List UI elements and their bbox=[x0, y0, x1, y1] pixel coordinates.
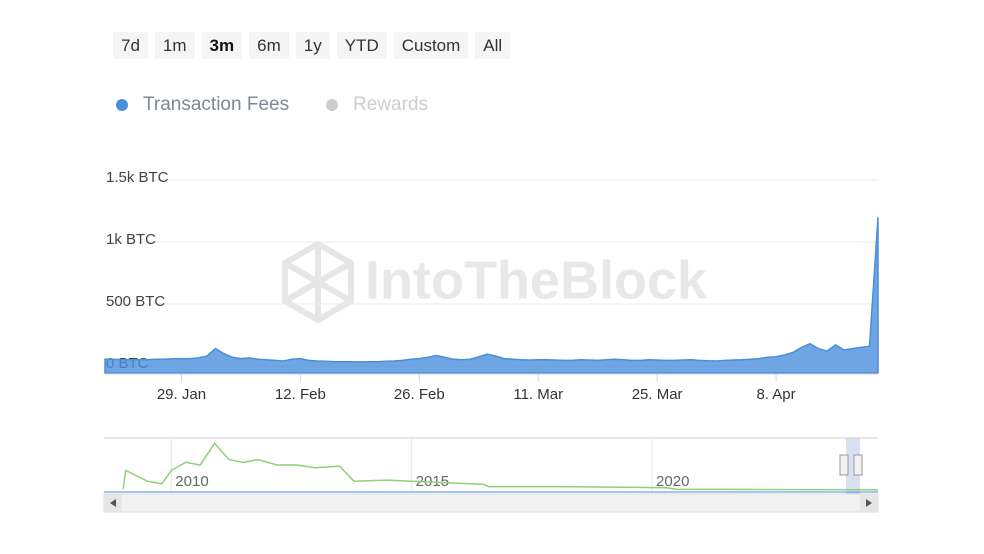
x-tick-label: 25. Mar bbox=[632, 386, 683, 403]
scroll-left-arrow bbox=[110, 499, 116, 507]
watermark bbox=[282, 240, 354, 324]
navigator-tick-label: 2020 bbox=[656, 473, 689, 490]
x-tick-label: 12. Feb bbox=[275, 386, 326, 403]
y-tick-label: 500 BTC bbox=[106, 293, 165, 310]
range-button[interactable]: 1m bbox=[154, 32, 195, 59]
range-button[interactable]: Custom bbox=[393, 32, 469, 59]
range-button[interactable]: 7d bbox=[113, 32, 148, 59]
range-selector: 7d 1m 3m 6m 1y YTD Custom All bbox=[113, 32, 511, 59]
navigator-tick-label: 2010 bbox=[175, 473, 208, 490]
x-tick-label: 8. Apr bbox=[756, 386, 795, 403]
x-tick-label: 11. Mar bbox=[513, 386, 563, 403]
navigator-mask bbox=[846, 438, 860, 494]
navigator-handle[interactable] bbox=[839, 454, 849, 476]
legend-marker bbox=[326, 99, 338, 111]
navigator-line bbox=[122, 442, 879, 491]
y-tick-label: 1k BTC bbox=[106, 231, 156, 248]
x-tick-label: 26. Feb bbox=[394, 386, 445, 403]
x-tick-label: 29. Jan bbox=[157, 386, 206, 403]
watermark-text: IntoTheBlock bbox=[365, 250, 708, 310]
watermark-logo-lines bbox=[283, 244, 353, 320]
area bbox=[104, 217, 879, 374]
y-tick-label: 1.5k BTC bbox=[106, 169, 169, 186]
legend-label: Rewards bbox=[353, 94, 428, 115]
range-button[interactable]: YTD bbox=[336, 32, 387, 59]
scroll-right-arrow bbox=[866, 499, 872, 507]
range-button[interactable]: 3m bbox=[201, 32, 243, 59]
legend-marker bbox=[116, 99, 128, 111]
range-button[interactable]: 1y bbox=[295, 32, 330, 59]
range-button[interactable]: All bbox=[475, 32, 511, 59]
scrollbar[interactable] bbox=[103, 493, 879, 513]
navigator-handle[interactable] bbox=[853, 454, 863, 476]
range-button[interactable]: 6m bbox=[249, 32, 289, 59]
legend-label: Transaction Fees bbox=[143, 94, 289, 115]
